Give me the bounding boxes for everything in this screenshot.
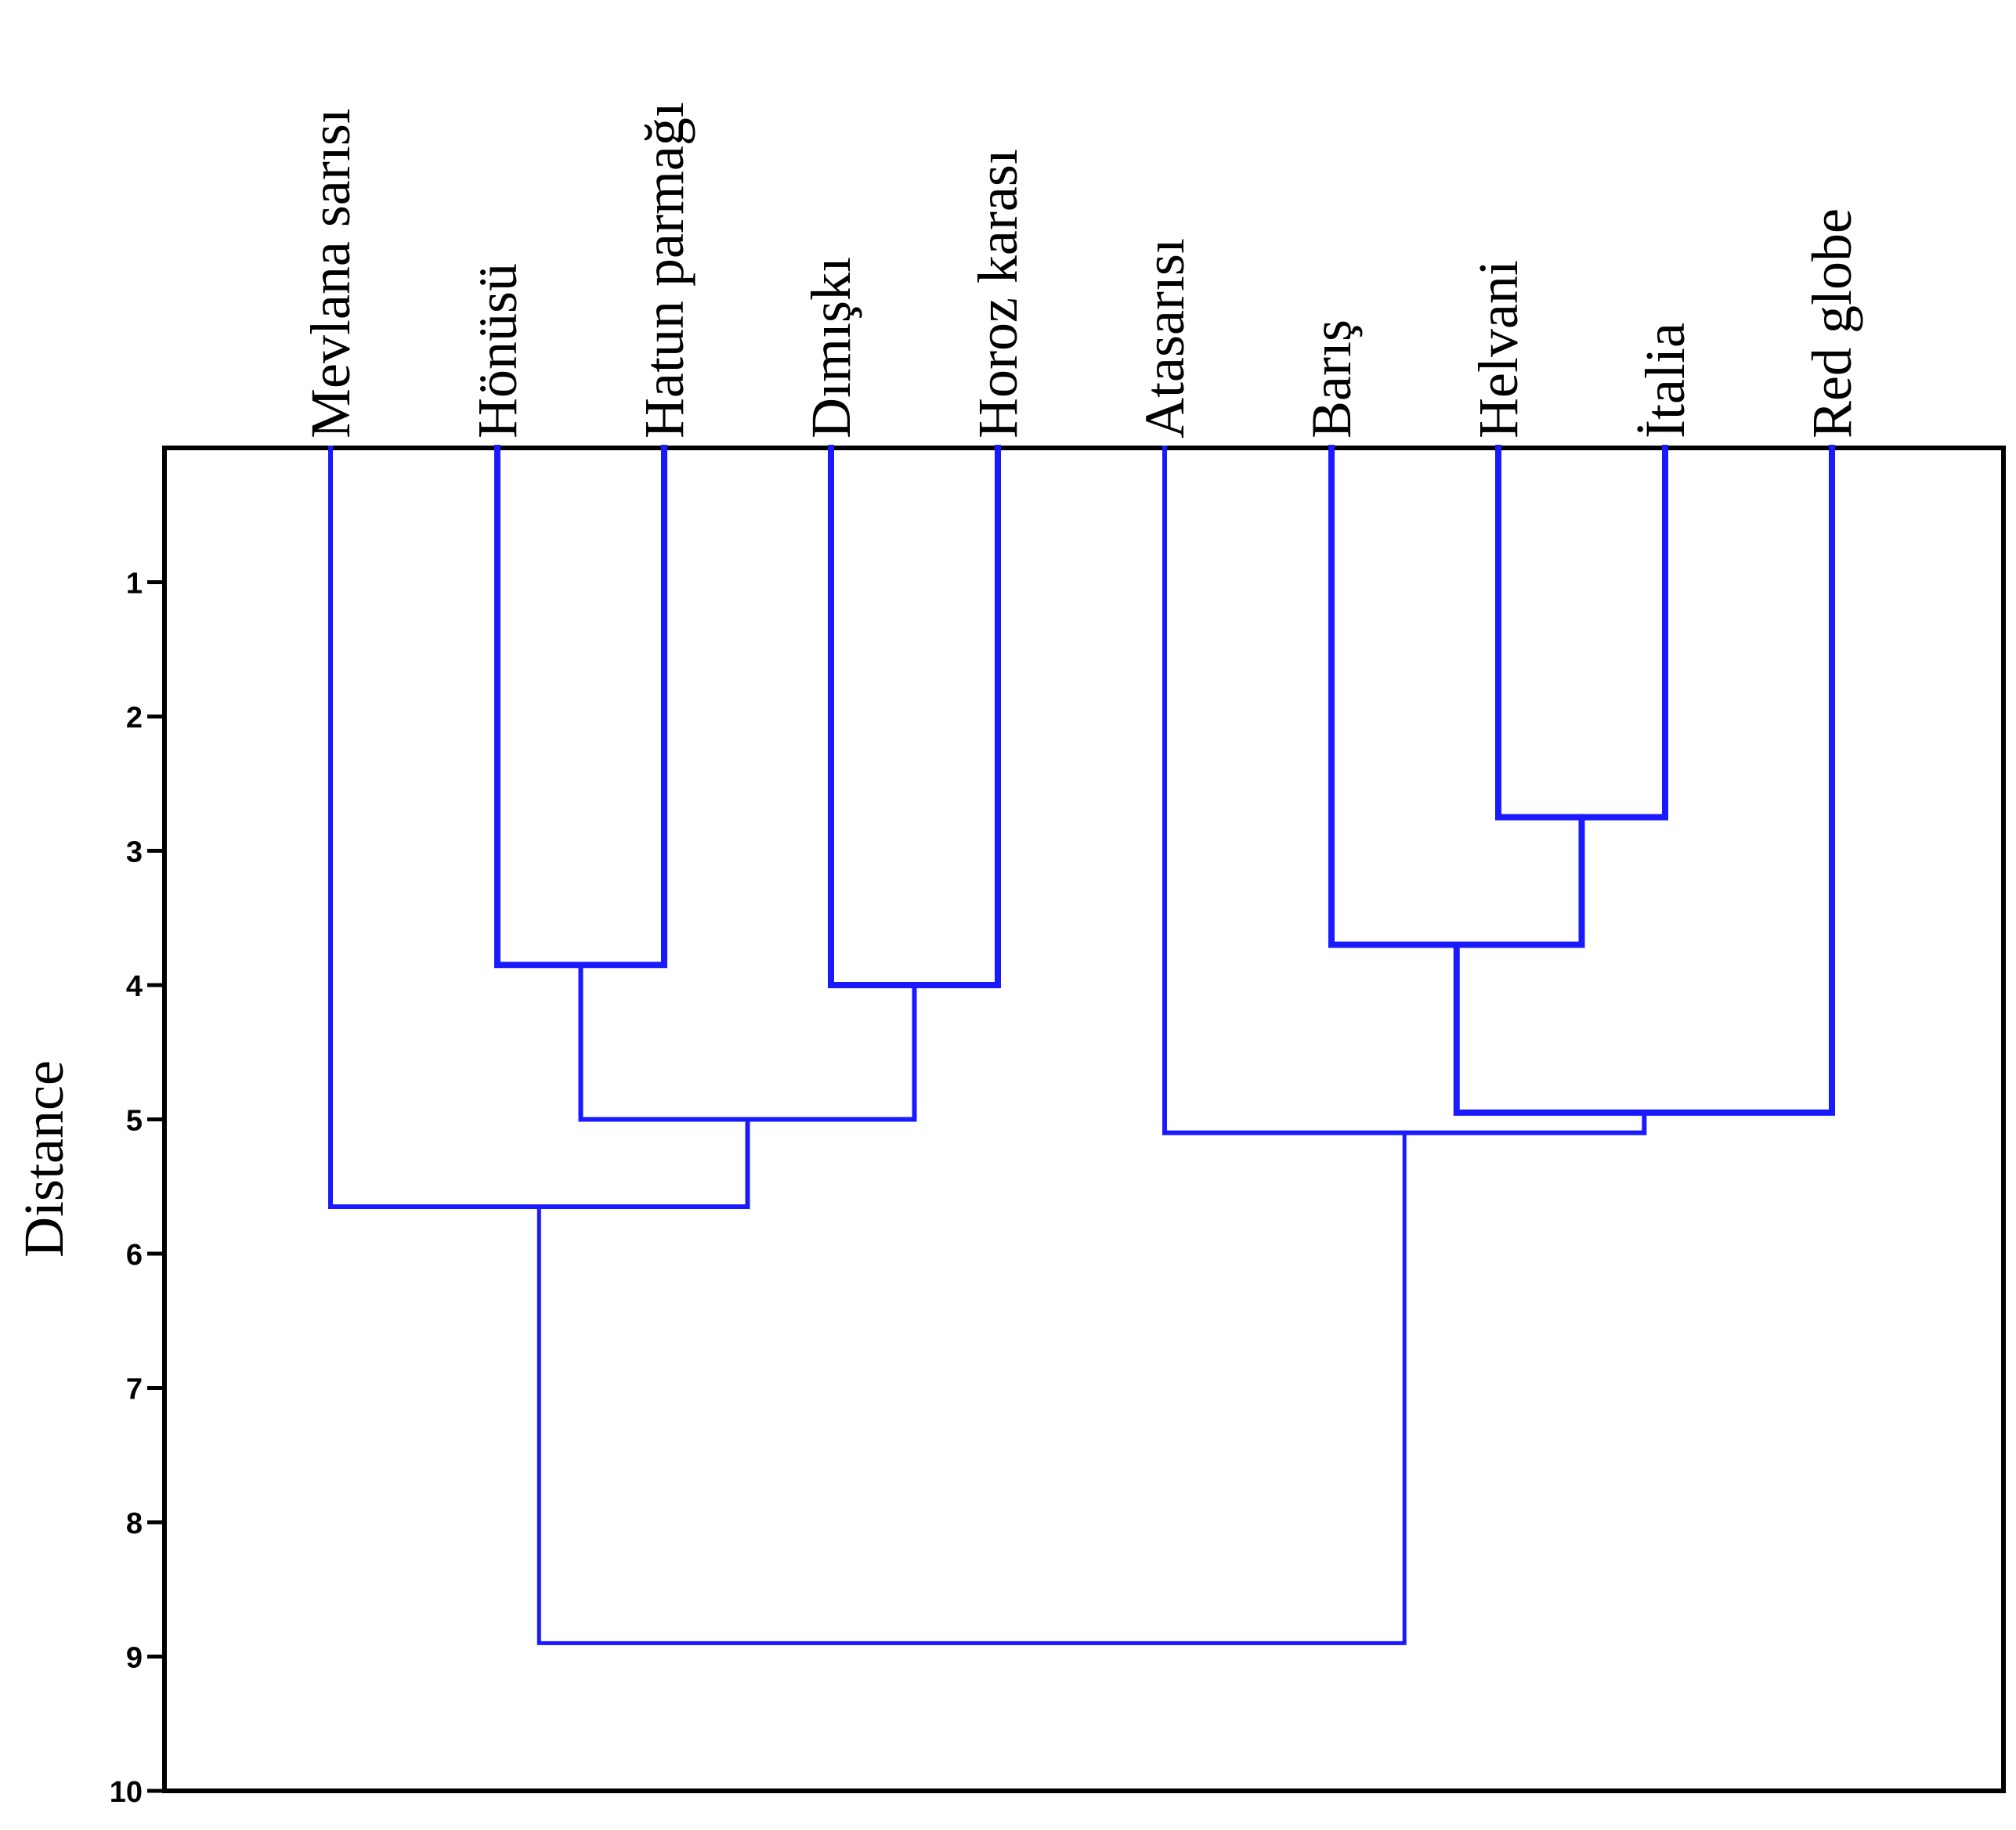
y-tick-label-2: 2 xyxy=(126,702,143,735)
y-tick-label-6: 6 xyxy=(126,1239,143,1272)
y-tick-label-8: 8 xyxy=(126,1507,143,1540)
dendrogram-link-8 xyxy=(537,1131,1407,1645)
dendrogram-link-0 xyxy=(1495,445,1668,821)
leaf-labels: Mevlana sarısı Hönüsü Hatun parmağı Dımışkı… xyxy=(299,102,1863,439)
leaf-label-hatun-parmag: Hatun parmağı xyxy=(633,102,695,439)
leaf-label-d-m-sk: Dımışkı xyxy=(800,257,862,439)
leaf-label-mevlana-sar-s: Mevlana sarısı xyxy=(299,108,362,439)
y-tick-label-7: 7 xyxy=(126,1373,143,1406)
leaf-label-italia: İtalia xyxy=(1634,323,1696,439)
y-tick-label-4: 4 xyxy=(126,970,143,1003)
plot-frame xyxy=(162,446,2006,1793)
leaf-label-red-globe: Red globe xyxy=(1801,208,1863,439)
dendrogram-link-3 xyxy=(828,445,1001,988)
dendrogram-link-6 xyxy=(1162,446,1647,1135)
y-tick-label-5: 5 xyxy=(126,1105,143,1138)
y-tick-label-10: 10 xyxy=(110,1776,143,1809)
leaf-label-atasar-s: Atasarısı xyxy=(1133,238,1196,439)
y-axis-ticks: 1 2 3 4 5 6 7 8 9 10 xyxy=(110,568,164,1809)
dendrogram-link-7 xyxy=(328,446,750,1209)
leaf-label-bar-s: Barış xyxy=(1300,319,1363,439)
leaf-label-horoz-karas: Horoz karası xyxy=(966,149,1029,439)
y-tick-label-1: 1 xyxy=(126,568,143,601)
leaf-label-helvani: Helvani xyxy=(1467,260,1530,439)
dendrogram-link-2 xyxy=(494,445,667,969)
y-axis-title: Distance xyxy=(13,1060,75,1258)
dendrogram-links xyxy=(328,445,1835,1645)
dendrogram-link-1 xyxy=(1328,445,1585,948)
dendrogram-link-4 xyxy=(1453,445,1835,1116)
y-tick-label-9: 9 xyxy=(126,1642,143,1675)
y-tick-label-3: 3 xyxy=(126,836,143,869)
leaf-label-honusu: Hönüsü xyxy=(466,263,529,439)
